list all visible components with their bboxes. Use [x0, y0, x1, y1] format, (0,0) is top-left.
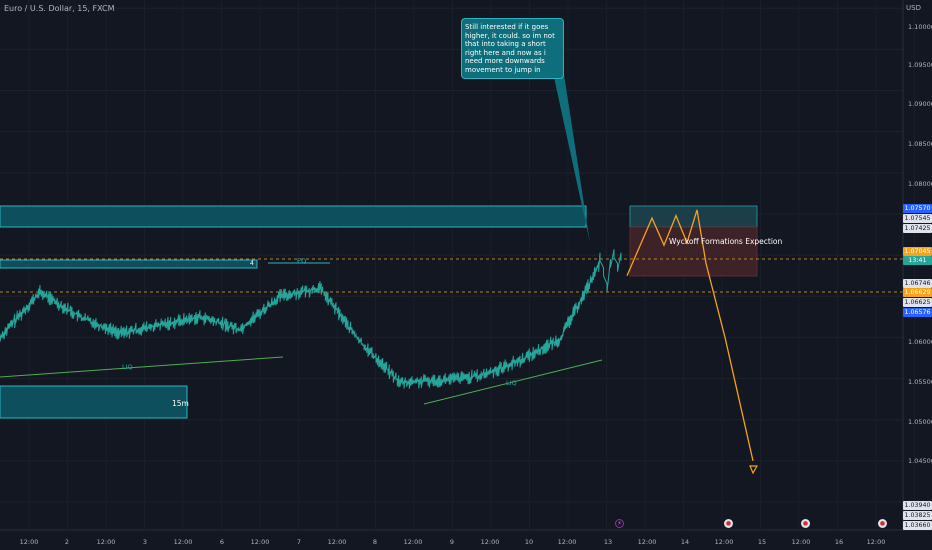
price-tag: 1.07045: [903, 247, 932, 256]
time-tick: 9: [449, 538, 455, 546]
time-tick: 12:00: [866, 538, 886, 546]
us-flag-event-icon[interactable]: ●: [878, 519, 887, 528]
price-tick: 1.05500: [908, 378, 932, 386]
price-tag: 1.03825: [903, 511, 932, 520]
time-tick: 16: [834, 538, 844, 546]
time-tick: 6: [219, 538, 225, 546]
analysis-callout[interactable]: Still interested if it goes higher, it c…: [461, 18, 564, 79]
price-tag: 1.03660: [903, 521, 932, 530]
price-tick: 1.09000: [908, 100, 932, 108]
supply-zone: [0, 205, 587, 228]
countdown-tag: 13:41: [903, 256, 932, 265]
price-tag: 1.07570: [903, 204, 932, 213]
liq-label-1: LIQ: [122, 363, 133, 371]
time-tick: 13: [603, 538, 613, 546]
eq-zone: [0, 259, 258, 269]
price-tag: 1.06576: [903, 308, 932, 317]
time-tick: 12:00: [714, 538, 734, 546]
time-tick: 12:00: [327, 538, 347, 546]
forecast-path-line: [626, 209, 754, 462]
liq-label-2: LIQ: [506, 379, 517, 387]
price-tag: 1.07425: [903, 224, 932, 233]
time-tick: 10: [524, 538, 534, 546]
us-flag-event-icon[interactable]: ●: [724, 519, 733, 528]
time-tick: 2: [64, 538, 70, 546]
time-tick: 15: [757, 538, 767, 546]
time-tick: 12:00: [403, 538, 423, 546]
time-tick: 12:00: [96, 538, 116, 546]
price-tag: 1.06625: [903, 298, 932, 307]
trendline-liq-1: [0, 356, 284, 378]
price-series-line: [0, 249, 622, 389]
timeframe-zone: [0, 385, 188, 419]
price-tick: 1.08000: [908, 180, 932, 188]
price-tag: 1.06746: [903, 279, 932, 288]
wyckoff-label: Wyckoff Formations Expection: [669, 237, 783, 246]
price-tick: 1.05000: [908, 418, 932, 426]
time-tick: 12:00: [480, 538, 500, 546]
price-tick: 1.08500: [908, 140, 932, 148]
time-tick: 12:00: [173, 538, 193, 546]
time-tick: 3: [142, 538, 148, 546]
price-tick: 1.04500: [908, 457, 932, 465]
time-tick: 14: [680, 538, 690, 546]
forecast-arrow-head: [749, 465, 759, 475]
timeframe-label: 15m: [172, 399, 189, 408]
price-tick: 1.09500: [908, 61, 932, 69]
time-tick: 12:00: [557, 538, 577, 546]
trendline-liq-2: [423, 359, 603, 405]
time-tick: 8: [372, 538, 378, 546]
price-tag: 1.06629: [903, 288, 932, 297]
symbol-title[interactable]: Euro / U.S. Dollar, 15, FXCM: [4, 4, 115, 13]
eq-label: EQ: [297, 257, 307, 265]
axis-currency-label: USD: [906, 4, 921, 12]
callout-pointer: [552, 68, 590, 243]
price-tick: 1.10000: [908, 23, 932, 31]
price-tick: 1.06000: [908, 338, 932, 346]
zone-number-label: 4: [250, 260, 254, 267]
time-tick: 12:00: [19, 538, 39, 546]
time-tick: 12:00: [637, 538, 657, 546]
price-tag: 1.07545: [903, 214, 932, 223]
time-tick: 7: [296, 538, 302, 546]
time-tick: 12:00: [791, 538, 811, 546]
time-tick: 12:00: [250, 538, 270, 546]
price-tag: 1.03940: [903, 501, 932, 510]
red-target-zone: [629, 226, 758, 277]
lightning-event-icon[interactable]: ⚡: [615, 519, 624, 528]
us-flag-event-icon[interactable]: ●: [801, 519, 810, 528]
